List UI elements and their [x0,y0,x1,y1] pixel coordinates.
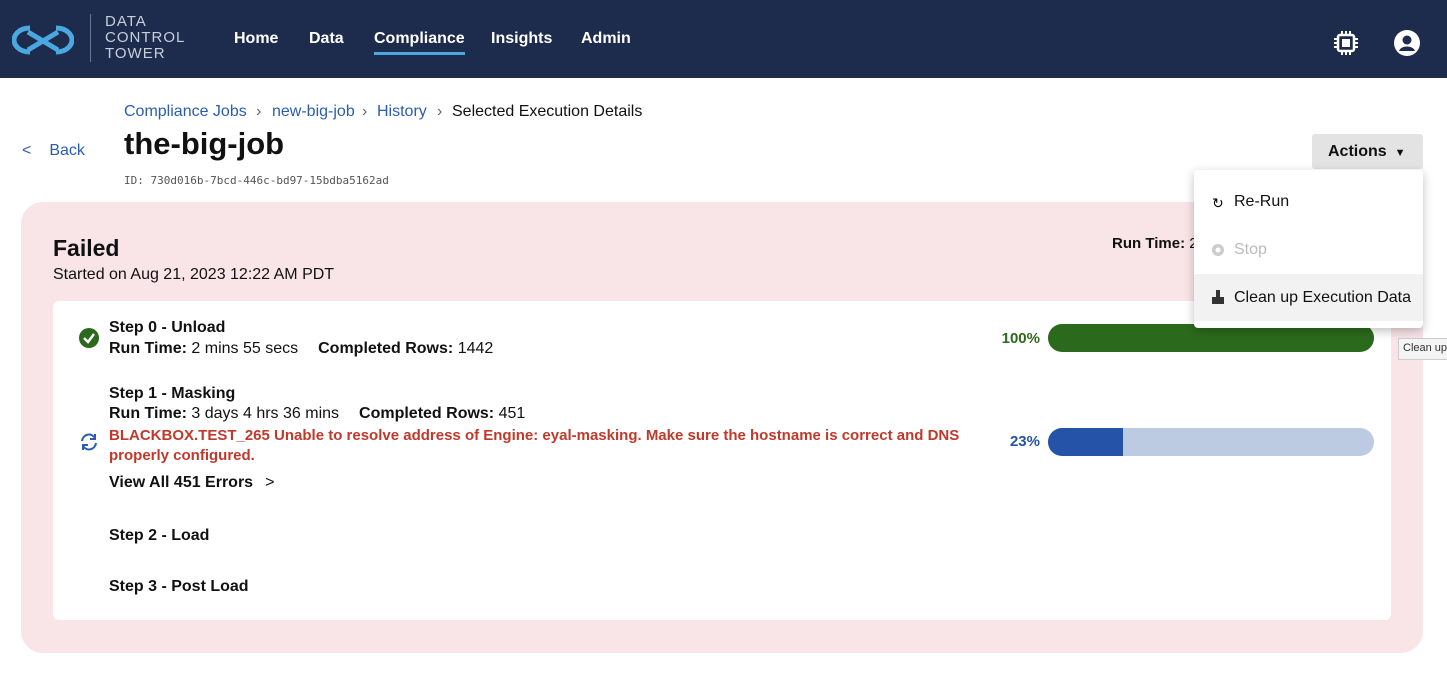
nav-item[interactable]: Insights [491,30,553,47]
breadcrumb-link[interactable]: Compliance Jobs [124,103,247,120]
step-title: Step 0 - Unload [109,319,226,336]
progress-fill [1048,428,1123,456]
breadcrumb-link[interactable]: History [377,103,427,120]
step-title: Step 2 - Load [109,527,210,544]
steps-card [53,301,1391,620]
tooltip-text: Clean up [1403,342,1447,354]
actions-button[interactable]: Actions ▼ [1312,134,1423,169]
progress-track [1048,324,1374,352]
run-time-label: Run Time: [1112,235,1186,252]
breadcrumb-separator: › [362,103,368,120]
job-title: the-big-job [124,126,285,161]
label: Completed Rows: [359,405,495,422]
menu-item-disabled: Stop [1234,241,1267,258]
top-bar: DATA CONTROL TOWER Home Data Compliance … [0,0,1447,78]
started: Started on Aug 21, 2023 12:22 AM PDT [53,266,335,283]
step-info: Run Time: 2 mins 55 secs Completed Rows: … [109,340,493,358]
status: Failed [53,235,120,261]
back-link[interactable]: < Back [22,142,85,159]
value: 3 days 4 hrs 36 mins [191,405,340,422]
running-icon [81,433,97,451]
run-time-value: 2 [1189,235,1197,252]
label: Completed Rows: [318,340,454,357]
progress-track [1048,428,1374,456]
tooltip: Clean up [1398,338,1447,360]
nav-item[interactable]: Home [234,30,279,47]
errors-link[interactable]: View All 451 Errors > [109,474,275,491]
user-icon[interactable] [1393,29,1421,57]
nav-item-active[interactable]: Compliance [374,30,465,55]
job-id: ID: 730d016b-7bcd-446c-bd97-15bdba5162ad [124,174,389,187]
progress-fill [1048,324,1374,352]
nav-item[interactable]: Data [309,30,344,47]
errors-link-text[interactable]: View All 451 Errors [109,474,254,491]
logo-icon [12,25,74,55]
step-error: BLACKBOX.TEST_265 Unable to resolve addr… [109,427,960,464]
value: 2 mins 55 secs [191,340,299,357]
step-info: Run Time: 3 days 4 hrs 36 mins Completed … [109,405,525,423]
actions-label[interactable]: Actions [1328,143,1387,160]
step-title: Step 1 - Masking [109,385,236,402]
label: Run Time: [109,340,187,357]
breadcrumb-separator: › [437,103,443,120]
breadcrumb-current: Selected Execution Details [452,103,643,120]
nav-item[interactable]: Admin [581,30,631,47]
breadcrumb-link[interactable]: new-big-job [272,103,355,120]
menu-hover [1194,274,1423,321]
progress-label: 100% [1001,330,1040,347]
run-time: Run Time: 2 [1112,235,1198,252]
success-icon [79,328,99,348]
menu-item[interactable]: Clean up Execution Data [1234,289,1411,306]
value: 451 [498,405,526,422]
menu-item[interactable]: Re-Run [1234,193,1290,210]
step-title: Step 3 - Post Load [109,578,249,595]
value: 1442 [457,340,494,357]
stop-icon [1212,244,1224,256]
chip-icon[interactable] [1334,31,1358,55]
rerun-icon: ↻ [1212,195,1224,211]
logo-text: DATA CONTROL TOWER [105,13,185,62]
label: Run Time: [109,405,187,422]
breadcrumb-separator: › [256,103,262,120]
back-text[interactable]: Back [49,142,85,159]
clean-icon [1212,290,1224,304]
progress-label: 23% [1009,433,1040,450]
